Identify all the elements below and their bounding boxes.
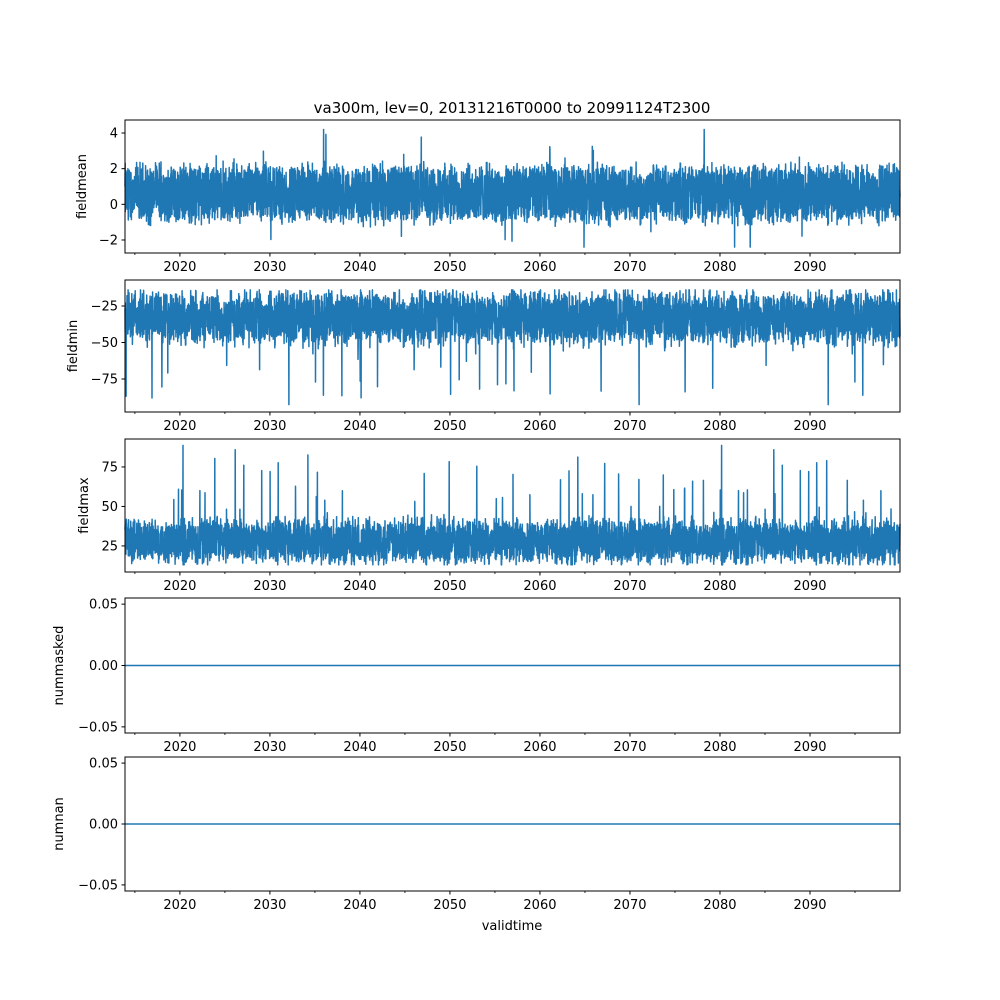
axes-frame <box>124 119 901 254</box>
x-tick-label: 2040 <box>343 419 376 434</box>
panel-nummasked: −0.05 0.00 0.05 2020 2030 2040 2050 2060 2070 208… <box>52 597 901 755</box>
x-tick-label: 2080 <box>703 260 736 275</box>
y-tick-label: 0.05 <box>89 598 118 613</box>
x-axis-label: validtime <box>482 919 543 934</box>
y-tick-label: 25 <box>101 539 118 554</box>
x-tick-label: 2060 <box>523 740 556 755</box>
x-tick-label: 2030 <box>253 260 286 275</box>
y-axis-label: fieldmax <box>77 477 92 534</box>
y-tick-label: 50 <box>101 500 118 515</box>
x-tick-label: 2080 <box>703 579 736 594</box>
y-tick-label: 0.00 <box>89 818 118 833</box>
axes-frame <box>124 438 901 573</box>
y-tick-label: −2 <box>99 233 118 248</box>
x-tick-label: 2080 <box>703 898 736 913</box>
x-tick-label: 2030 <box>253 898 286 913</box>
x-tick-label: 2060 <box>523 579 556 594</box>
chart-title: va300m, lev=0, 20131216T0000 to 20991124… <box>314 99 711 117</box>
y-tick-label: 0.05 <box>89 757 118 772</box>
x-tick-label: 2040 <box>343 579 376 594</box>
series-line-fieldmin <box>124 289 901 406</box>
y-tick-label: 4 <box>110 127 118 142</box>
x-tick-label: 2060 <box>523 898 556 913</box>
x-tick-label: 2070 <box>613 740 646 755</box>
x-tick-label: 2080 <box>703 740 736 755</box>
x-tick-label: 2090 <box>793 740 826 755</box>
x-tick-label: 2070 <box>613 579 646 594</box>
x-tick-label: 2050 <box>433 898 466 913</box>
y-tick-label: −50 <box>91 336 118 351</box>
panel-fieldmean: −2 0 2 4 2020 2030 2040 2050 2060 2070 2080 2090 fie… <box>75 119 901 275</box>
panel-numnan: −0.05 0.00 0.05 2020 2030 2040 2050 2060 2070 208… <box>52 756 901 913</box>
x-tick-label: 2020 <box>163 419 196 434</box>
y-tick-label: 0.00 <box>89 659 118 674</box>
x-tick-label: 2090 <box>793 579 826 594</box>
x-tick-label: 2040 <box>343 898 376 913</box>
panel-fieldmin: −75 −50 −25 2020 2030 2040 2050 2060 2070 2080 209… <box>66 279 901 434</box>
x-tick-label: 2070 <box>613 419 646 434</box>
x-tick-label: 2020 <box>163 579 196 594</box>
panel-fieldmax: 25 50 75 2020 2030 2040 2050 2060 2070 2080 2090 fi… <box>77 438 901 594</box>
x-tick-label: 2060 <box>523 260 556 275</box>
y-tick-label: −0.05 <box>78 720 118 735</box>
x-tick-label: 2030 <box>253 419 286 434</box>
x-tick-label: 2040 <box>343 740 376 755</box>
y-axis-label: fieldmin <box>66 320 81 373</box>
y-tick-label: 2 <box>110 162 118 177</box>
y-axis-label: fieldmean <box>75 154 90 219</box>
x-tick-label: 2020 <box>163 740 196 755</box>
x-tick-label: 2040 <box>343 260 376 275</box>
x-tick-label: 2050 <box>433 579 466 594</box>
x-tick-label: 2030 <box>253 740 286 755</box>
x-tick-label: 2030 <box>253 579 286 594</box>
x-tick-label: 2050 <box>433 260 466 275</box>
axes-frame <box>124 279 901 413</box>
y-axis-label: numnan <box>52 797 67 851</box>
x-tick-label: 2090 <box>793 260 826 275</box>
y-axis-label: nummasked <box>52 626 67 706</box>
x-tick-label: 2020 <box>163 260 196 275</box>
y-tick-label: −75 <box>91 373 118 388</box>
y-tick-label: 0 <box>110 198 118 213</box>
x-tick-label: 2090 <box>793 898 826 913</box>
x-tick-label: 2090 <box>793 419 826 434</box>
x-tick-label: 2080 <box>703 419 736 434</box>
x-tick-label: 2060 <box>523 419 556 434</box>
y-tick-label: 75 <box>101 460 118 475</box>
y-tick-label: −0.05 <box>78 878 118 893</box>
x-tick-label: 2050 <box>433 740 466 755</box>
x-tick-label: 2070 <box>613 260 646 275</box>
x-tick-label: 2050 <box>433 419 466 434</box>
x-tick-label: 2070 <box>613 898 646 913</box>
series-line-fieldmax <box>124 444 901 566</box>
y-tick-label: −25 <box>91 299 118 314</box>
x-tick-label: 2020 <box>163 898 196 913</box>
series-line-fieldmean <box>124 128 901 248</box>
